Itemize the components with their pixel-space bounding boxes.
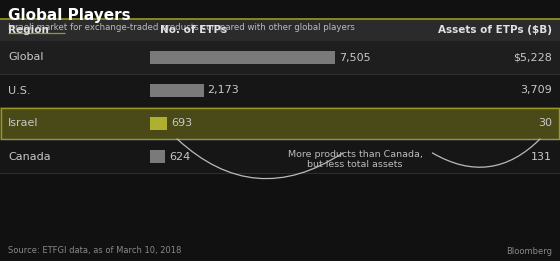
Text: Israeli market for exchange-traded products compared with other global players: Israeli market for exchange-traded produ… <box>8 23 355 32</box>
Text: $5,228: $5,228 <box>513 52 552 62</box>
Text: 131: 131 <box>531 151 552 162</box>
Text: More products than Canada,
but less total assets: More products than Canada, but less tota… <box>288 150 422 169</box>
Bar <box>150 84 204 97</box>
Text: Israel: Israel <box>8 118 39 128</box>
Text: Global: Global <box>8 52 44 62</box>
Bar <box>0 107 560 140</box>
Bar <box>0 41 560 74</box>
Text: Canada: Canada <box>8 151 50 162</box>
Bar <box>150 117 167 130</box>
Bar <box>0 140 560 173</box>
Bar <box>150 150 165 163</box>
Text: 2,173: 2,173 <box>208 86 239 96</box>
Bar <box>0 19 560 41</box>
Text: 693: 693 <box>171 118 192 128</box>
Text: 30: 30 <box>538 118 552 128</box>
Text: 7,505: 7,505 <box>339 52 371 62</box>
Text: Assets of ETPs ($B): Assets of ETPs ($B) <box>438 25 552 35</box>
Text: U.S.: U.S. <box>8 86 30 96</box>
Text: No. of ETPs: No. of ETPs <box>160 25 227 35</box>
Bar <box>1 108 559 139</box>
Bar <box>150 51 335 64</box>
Text: Global Players: Global Players <box>8 8 130 23</box>
Text: Region: Region <box>8 25 49 35</box>
Text: Source: ETFGI data, as of March 10, 2018: Source: ETFGI data, as of March 10, 2018 <box>8 246 181 256</box>
Bar <box>0 74 560 107</box>
Text: 624: 624 <box>169 151 190 162</box>
Text: #bbbbbb: #bbbbbb <box>355 158 361 159</box>
Text: Bloomberg: Bloomberg <box>506 246 552 256</box>
Text: 3,709: 3,709 <box>520 86 552 96</box>
